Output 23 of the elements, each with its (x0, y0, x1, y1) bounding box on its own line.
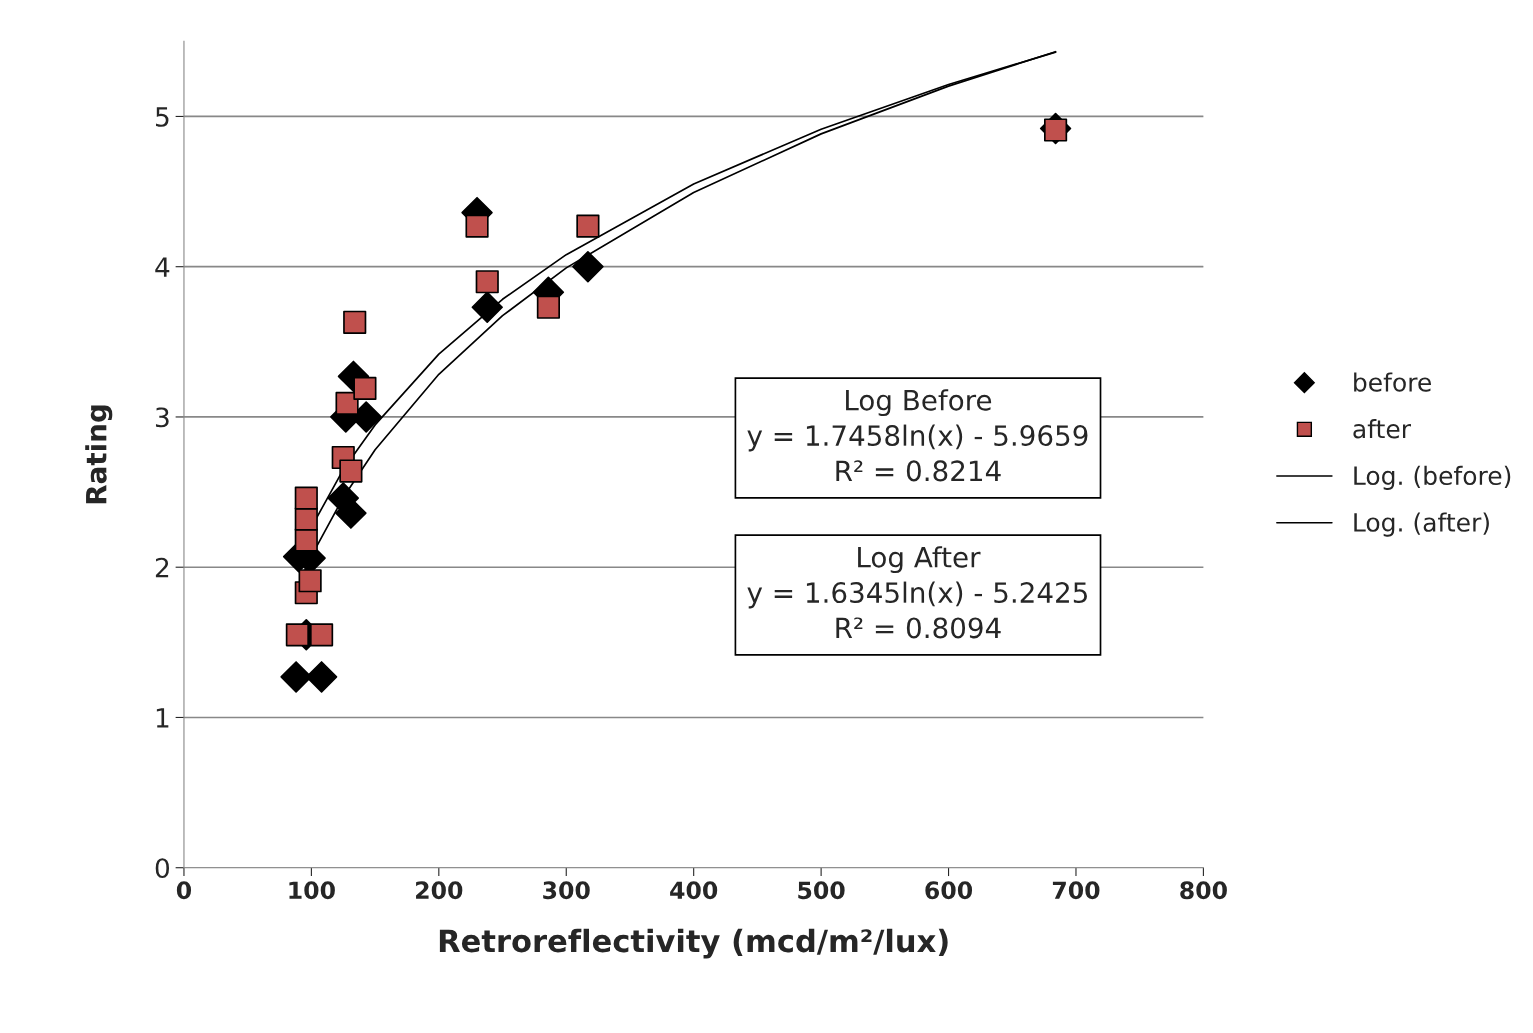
x-tick-label: 200 (416, 881, 463, 900)
x-tick-label: 700 (1052, 881, 1100, 900)
legend-label: after (1353, 419, 1412, 439)
y-tick-label: 0 (155, 858, 170, 879)
x-tick-label: 300 (543, 881, 590, 900)
y-axis-title: Rating (85, 405, 113, 504)
y-tick-label: 5 (156, 107, 169, 127)
y-tick-label: 3 (155, 407, 169, 428)
x-tick-label: 800 (1180, 881, 1227, 900)
legend-label: Log. (after) (1354, 512, 1489, 537)
y-tick-label: 4 (155, 257, 170, 277)
annotation: Log After y = 1.6345ln(x) - 5.2425 R² = 0.8094 (747, 546, 1087, 639)
legend-label: before (1354, 372, 1431, 392)
x-tick-label: 100 (289, 881, 335, 900)
y-tick-label: 1 (156, 708, 169, 728)
x-tick-label: 0 (176, 881, 192, 900)
x-tick-label: 400 (670, 881, 718, 900)
annotation: Log Before y = 1.7458ln(x) - 5.9659 R² = 0.8214 (747, 389, 1088, 482)
x-tick-label: 500 (798, 881, 845, 900)
y-tick-label: 2 (155, 557, 169, 578)
x-axis-title: Retroreflectivity (mcd/m²/lux) (439, 928, 948, 959)
legend-label: Log. (before) (1354, 465, 1511, 490)
x-tick-label: 600 (925, 881, 973, 900)
